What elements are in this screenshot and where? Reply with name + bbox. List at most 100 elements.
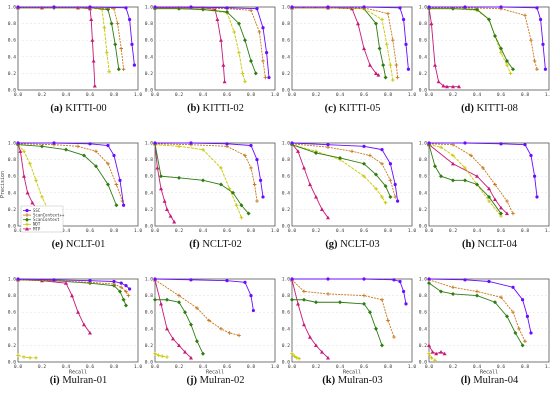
data-point-ssc bbox=[189, 5, 193, 9]
y-tick-label: 0.2 bbox=[419, 343, 428, 349]
y-tick-label: 0.4 bbox=[419, 54, 428, 60]
data-point-scancontext bbox=[249, 58, 253, 63]
caption-name: NCLT-03 bbox=[337, 239, 380, 250]
y-tick-label: 0.4 bbox=[282, 326, 291, 332]
series-line-ndt bbox=[291, 353, 300, 360]
x-tick-label: 0.4 bbox=[473, 228, 482, 234]
caption-name: NCLT-04 bbox=[474, 239, 517, 250]
data-point-scancontextpp bbox=[257, 30, 262, 34]
data-point-mtp bbox=[222, 79, 227, 84]
x-tick-label: 0.2 bbox=[449, 92, 458, 98]
data-point-scancontext bbox=[380, 343, 384, 348]
data-point-ndt bbox=[388, 63, 393, 67]
data-point-ndt bbox=[240, 71, 245, 76]
data-point-ssc bbox=[52, 141, 56, 145]
data-point-scancontextpp bbox=[106, 161, 110, 166]
data-point-ndt bbox=[22, 355, 26, 359]
data-point-scancontext bbox=[451, 178, 455, 183]
data-point-ndt bbox=[16, 353, 20, 358]
data-point-mtp bbox=[172, 219, 177, 224]
data-point-ndt bbox=[232, 30, 236, 34]
y-tick-label: 1.0 bbox=[8, 141, 17, 147]
data-point-ssc bbox=[249, 294, 253, 298]
data-point-ndt bbox=[292, 354, 297, 358]
caption-name: Mulran-02 bbox=[196, 375, 245, 386]
x-tick-label: 0.2 bbox=[38, 92, 47, 98]
chart-k: 0.0 0.2 0.4 0.6 0.8 1.0 0.0 0.2 0.4 0.6 0.8 1.0 Reca… bbox=[282, 277, 417, 376]
data-point-scancontextpp bbox=[386, 318, 390, 323]
data-point-scancontextpp bbox=[505, 199, 509, 203]
caption-name: NCLT-01 bbox=[63, 239, 106, 250]
data-point-ssc bbox=[122, 203, 126, 207]
data-point-scancontextpp bbox=[469, 153, 473, 158]
data-point-mtp bbox=[155, 165, 160, 170]
data-point-mtp bbox=[308, 182, 312, 187]
data-point-scancontextpp bbox=[94, 149, 98, 154]
series-line-scancontext bbox=[154, 143, 249, 214]
data-point-ndt bbox=[234, 203, 239, 208]
data-point-scancontext bbox=[475, 182, 479, 187]
data-point-ssc bbox=[249, 143, 253, 148]
chart-i: 0.0 0.2 0.4 0.6 0.8 1.0 0.0 0.2 0.4 0.6 0.8 1.0 Reca… bbox=[8, 277, 143, 376]
data-point-mtp bbox=[362, 46, 366, 51]
y-tick-label: 0.4 bbox=[8, 54, 17, 60]
data-point-ssc bbox=[392, 278, 396, 282]
data-point-scancontextpp bbox=[394, 63, 399, 67]
legend-label-scancontext: ScanContext bbox=[33, 217, 60, 222]
data-point-scancontext bbox=[246, 211, 251, 216]
data-point-scancontextpp bbox=[523, 339, 527, 344]
data-point-scancontext bbox=[463, 178, 467, 183]
data-point-scancontext bbox=[231, 190, 235, 195]
y-tick-label: 0.0 bbox=[145, 360, 154, 366]
data-point-ssc bbox=[124, 284, 128, 288]
data-point-mtp bbox=[165, 207, 169, 211]
data-point-mtp bbox=[22, 174, 26, 178]
series-line-scancontext bbox=[428, 144, 502, 214]
data-point-ndt bbox=[34, 178, 38, 183]
y-tick-label: 0.2 bbox=[145, 207, 154, 213]
x-tick-label: 0.0 bbox=[151, 228, 160, 234]
x-tick-label: 0.2 bbox=[312, 228, 321, 234]
data-point-scancontext bbox=[243, 38, 247, 43]
data-point-ssc bbox=[225, 6, 229, 10]
data-point-ssc bbox=[189, 141, 193, 145]
y-tick-label: 0.6 bbox=[282, 310, 291, 316]
data-point-ndt bbox=[374, 186, 378, 191]
data-point-ndt bbox=[427, 351, 431, 356]
data-point-scancontextpp bbox=[243, 153, 247, 158]
series-scancontext bbox=[290, 297, 384, 348]
legend-label-scancontextpp: ScanContext++ bbox=[33, 213, 65, 218]
caption-name: Mulran-04 bbox=[470, 375, 519, 386]
data-point-scancontext bbox=[106, 182, 110, 187]
data-point-ndt bbox=[391, 78, 395, 82]
series-mtp bbox=[427, 142, 509, 216]
data-point-scancontext bbox=[511, 67, 515, 72]
data-point-ssc bbox=[153, 141, 157, 145]
data-point-ssc bbox=[427, 277, 431, 281]
caption-tag: (h) bbox=[462, 239, 475, 250]
caption-name: KITTI-05 bbox=[336, 103, 381, 114]
data-point-ndt bbox=[499, 50, 503, 55]
legend-marker-scancontextpp bbox=[25, 213, 29, 217]
x-tick-label: 0.6 bbox=[360, 228, 369, 234]
data-point-mtp bbox=[25, 190, 30, 195]
data-point-scancontext bbox=[505, 58, 509, 63]
y-tick-label: 0.0 bbox=[145, 224, 154, 230]
caption-name: KITTI-08 bbox=[473, 103, 518, 114]
data-point-scancontextpp bbox=[529, 38, 533, 42]
y-tick-label: 0.6 bbox=[282, 38, 291, 44]
y-tick-label: 0.4 bbox=[145, 54, 154, 60]
data-point-mtp bbox=[326, 215, 330, 220]
x-tick-label: 0.6 bbox=[86, 228, 95, 234]
chart-j: 0.0 0.2 0.4 0.6 0.8 1.0 0.0 0.2 0.4 0.6 0.8 1.0 Reca… bbox=[145, 277, 280, 376]
y-tick-label: 0.4 bbox=[145, 326, 154, 332]
data-point-mtp bbox=[308, 335, 312, 339]
x-tick-label: 0.8 bbox=[247, 92, 256, 98]
y-tick-label: 1.0 bbox=[145, 141, 154, 147]
data-point-ndt bbox=[463, 166, 467, 170]
x-axis-label: Recall bbox=[206, 370, 224, 376]
chart-b: 0.0 0.2 0.4 0.6 0.8 1.0 0.0 0.2 0.4 0.6 0.8 1.0 bbox=[145, 5, 280, 99]
data-point-scancontextpp bbox=[380, 161, 384, 166]
x-tick-label: 0.0 bbox=[151, 364, 160, 370]
data-point-scancontext bbox=[439, 174, 443, 179]
